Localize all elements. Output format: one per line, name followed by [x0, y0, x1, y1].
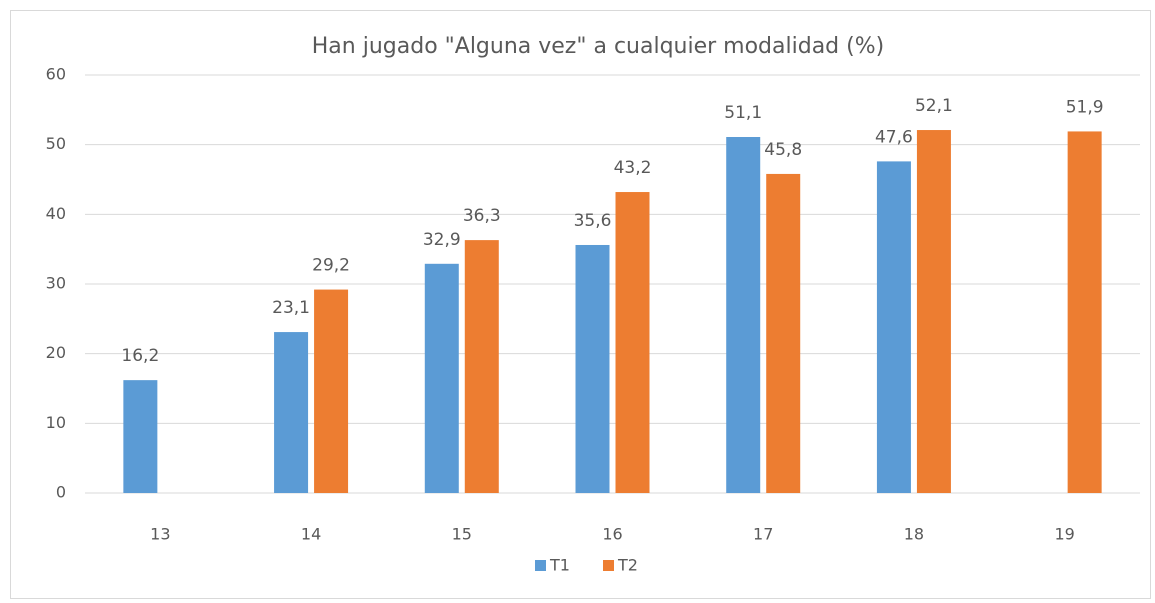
legend-swatch — [603, 560, 614, 571]
bar — [575, 244, 610, 493]
x-tick-label: 18 — [904, 525, 924, 544]
data-label: 47,6 — [875, 127, 913, 147]
bar — [615, 192, 650, 494]
x-tick-label: 13 — [150, 525, 170, 544]
bar — [726, 137, 761, 493]
chart-title: Han jugado "Alguna vez" a cualquier moda… — [312, 34, 884, 59]
data-label: 51,1 — [724, 103, 762, 123]
data-label: 36,3 — [463, 206, 501, 226]
data-label: 23,1 — [272, 298, 310, 318]
legend-label: T1 — [549, 556, 570, 575]
legend-swatch — [535, 560, 546, 571]
bar — [916, 130, 951, 493]
data-label: 51,9 — [1066, 97, 1104, 117]
y-tick-label: 60 — [46, 65, 66, 84]
x-tick-label: 17 — [753, 525, 773, 544]
bar — [766, 173, 801, 493]
x-tick-label: 14 — [301, 525, 321, 544]
x-tick-label: 16 — [602, 525, 622, 544]
y-tick-label: 40 — [46, 204, 66, 223]
data-label: 32,9 — [423, 230, 461, 250]
y-tick-label: 10 — [46, 413, 66, 432]
x-tick-label: 19 — [1054, 525, 1074, 544]
data-label: 29,2 — [312, 256, 350, 276]
data-label: 52,1 — [915, 96, 953, 116]
bar — [123, 380, 158, 493]
bar — [1067, 131, 1102, 493]
bar — [424, 263, 459, 493]
x-tick-label: 15 — [452, 525, 472, 544]
bar — [876, 161, 911, 494]
y-tick-label: 20 — [46, 343, 66, 362]
legend-label: T2 — [617, 556, 638, 575]
data-label: 35,6 — [574, 211, 612, 231]
y-tick-label: 0 — [56, 483, 66, 502]
bar — [314, 289, 349, 493]
data-label: 43,2 — [614, 158, 652, 178]
y-tick-label: 30 — [46, 274, 66, 293]
y-tick-label: 50 — [46, 134, 66, 153]
bar — [464, 240, 499, 493]
data-label: 45,8 — [764, 140, 802, 160]
data-label: 16,2 — [121, 346, 159, 366]
bar — [274, 332, 309, 493]
